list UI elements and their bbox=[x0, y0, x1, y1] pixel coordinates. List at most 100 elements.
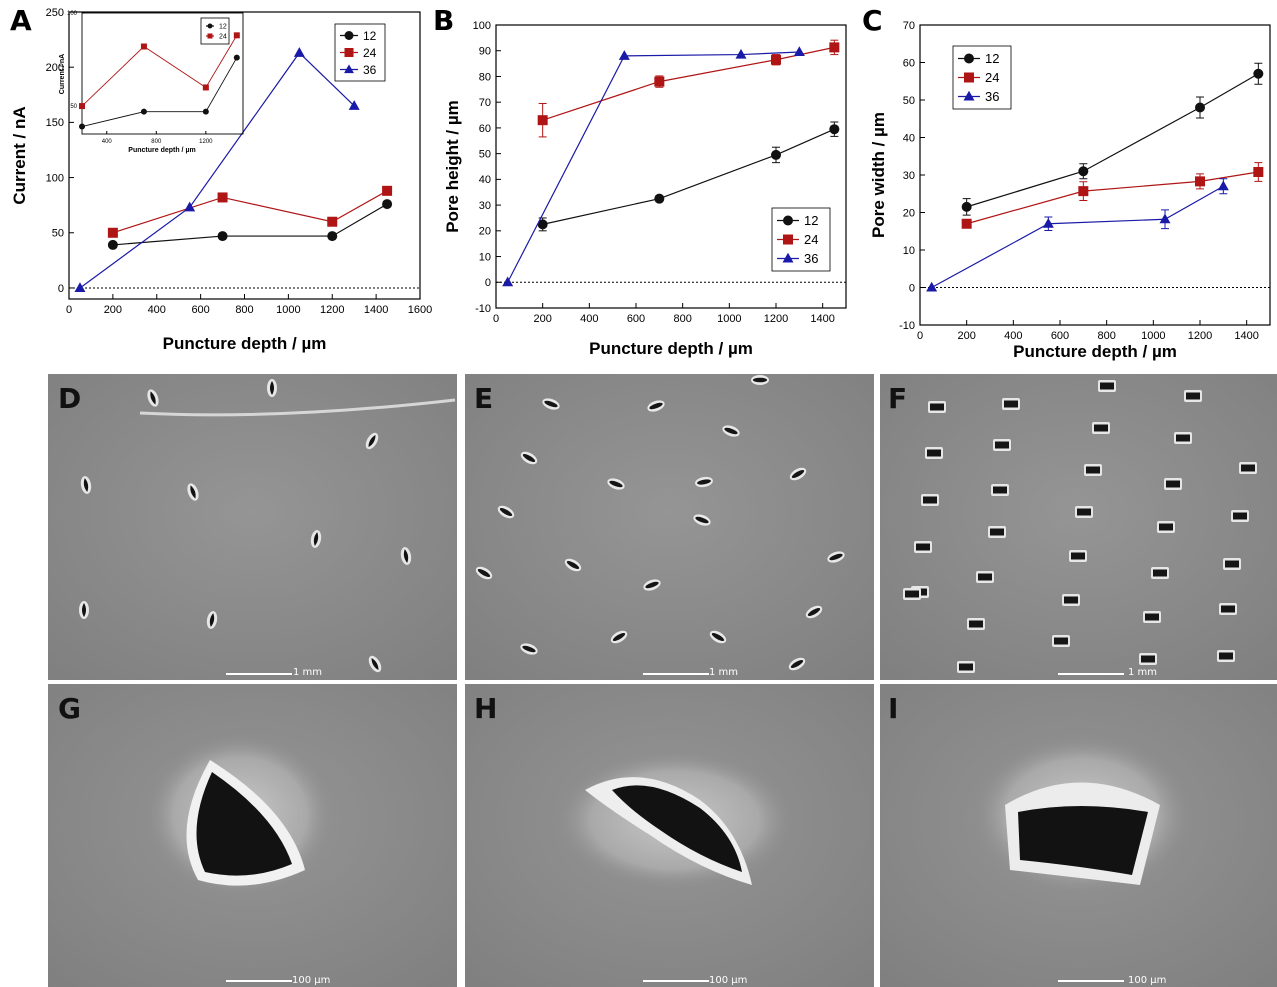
y-tick-label: 100 bbox=[46, 172, 64, 184]
series-36 bbox=[926, 178, 1229, 292]
marker-square bbox=[327, 216, 338, 227]
pore-hole bbox=[923, 496, 937, 504]
pore-hole bbox=[724, 427, 738, 435]
pore-mark bbox=[1075, 506, 1093, 518]
pore-hole bbox=[753, 377, 767, 383]
x-tick-label: 200 bbox=[957, 330, 975, 342]
y-tick-label: 60 bbox=[903, 57, 915, 69]
pore-mark bbox=[400, 547, 412, 565]
series-24 bbox=[961, 162, 1264, 229]
marker-triangle bbox=[184, 201, 196, 212]
marker-triangle bbox=[793, 46, 805, 57]
y-tick-label: 20 bbox=[479, 226, 491, 238]
legend-label: 24 bbox=[985, 70, 999, 85]
pore-hole bbox=[1221, 605, 1235, 613]
pore-hole bbox=[1054, 637, 1068, 645]
pore-mark bbox=[1164, 478, 1182, 490]
sem-image-i bbox=[880, 684, 1277, 987]
pore-mark bbox=[1098, 380, 1116, 392]
series-12 bbox=[79, 54, 240, 130]
legend: 12 24 36 bbox=[952, 45, 1012, 110]
pore-mark bbox=[1157, 521, 1175, 533]
x-tick-label: 200 bbox=[533, 313, 551, 325]
chart-C: 0 200 400 600 800 1000 1200 1400-10010203040506… bbox=[869, 20, 1271, 361]
x-tick-label: 200 bbox=[104, 304, 122, 316]
marker-circle bbox=[202, 108, 209, 115]
pore-mark bbox=[789, 467, 807, 481]
marker-triangle bbox=[74, 282, 86, 292]
pore-hole bbox=[566, 560, 580, 570]
scalebar-label-d: 1 mm bbox=[293, 667, 323, 678]
pore-hole bbox=[612, 785, 742, 872]
marker-triangle bbox=[735, 48, 747, 59]
marker-circle bbox=[1078, 166, 1089, 177]
series-24 bbox=[79, 32, 240, 110]
sem-image-h bbox=[465, 684, 874, 987]
y-tick-label: 80 bbox=[479, 71, 491, 83]
marker-square bbox=[233, 32, 240, 39]
series-line bbox=[112, 190, 388, 234]
marker-square bbox=[140, 43, 147, 50]
pore-mark bbox=[1151, 567, 1169, 579]
legend-label: 12 bbox=[804, 213, 818, 228]
sem-image-e bbox=[465, 374, 874, 680]
pore-mark bbox=[564, 558, 582, 572]
y-tick-label: 30 bbox=[479, 200, 491, 212]
marker-square bbox=[344, 48, 354, 57]
legend-label: 24 bbox=[363, 46, 377, 60]
pore-hole bbox=[1004, 400, 1018, 408]
pore-mark bbox=[788, 657, 806, 671]
series-line bbox=[542, 128, 835, 225]
series-line bbox=[507, 51, 800, 283]
series-line bbox=[542, 46, 835, 121]
y-tick-label: -10 bbox=[475, 303, 491, 315]
pore-mark bbox=[1239, 462, 1257, 474]
pore-hole bbox=[1153, 569, 1167, 577]
pore-mark bbox=[80, 476, 92, 494]
pore-hole bbox=[649, 402, 663, 410]
pore-hole bbox=[1064, 596, 1078, 604]
marker-square bbox=[964, 72, 974, 83]
pore-hole bbox=[522, 645, 536, 653]
marker-circle bbox=[344, 31, 354, 40]
y-tick-label: 50 bbox=[52, 228, 64, 240]
marker-circle bbox=[654, 193, 665, 204]
series-line bbox=[81, 35, 238, 107]
scalebar-label-h: 100 µm bbox=[709, 975, 748, 986]
pore-mark bbox=[475, 566, 493, 580]
legend: 12 24 36 bbox=[334, 23, 386, 82]
sem-image-f bbox=[880, 374, 1277, 680]
pore-mark bbox=[925, 447, 943, 459]
x-tick-label: 400 bbox=[580, 313, 598, 325]
pore-hole bbox=[791, 469, 805, 479]
x-tick-label: 1400 bbox=[1234, 330, 1258, 342]
legend-label: 36 bbox=[363, 63, 377, 77]
marker-square bbox=[783, 234, 793, 245]
marker-triangle bbox=[963, 90, 975, 101]
pore-mark bbox=[520, 643, 538, 655]
pore-hole bbox=[190, 485, 196, 499]
pore-hole bbox=[82, 603, 86, 617]
pore-hole bbox=[83, 478, 89, 492]
series-12 bbox=[107, 199, 393, 250]
x-tick-label: 400 bbox=[102, 139, 113, 145]
x-tick-label: 400 bbox=[148, 304, 166, 316]
x-tick-label: 1000 bbox=[276, 304, 300, 316]
x-tick-label: 1200 bbox=[320, 304, 344, 316]
series-12 bbox=[961, 62, 1264, 216]
x-tick-label: 800 bbox=[151, 139, 162, 145]
pore-hole bbox=[995, 441, 1009, 449]
pore-mark bbox=[903, 588, 921, 600]
pore-hole bbox=[927, 449, 941, 457]
scalebar-label-f: 1 mm bbox=[1128, 667, 1158, 678]
pore-hole bbox=[930, 403, 944, 411]
chart-B: 0 200 400 600 800 1000 1200 1400-10010203040506… bbox=[443, 20, 847, 358]
pore-mark bbox=[497, 505, 515, 519]
marker-circle bbox=[1195, 102, 1205, 113]
y-axis-title: Pore height / µm bbox=[443, 100, 462, 233]
pore-mark bbox=[187, 483, 199, 501]
pore-hole bbox=[1086, 466, 1100, 474]
membrane-fold bbox=[139, 398, 456, 417]
x-tick-label: 600 bbox=[1051, 330, 1069, 342]
